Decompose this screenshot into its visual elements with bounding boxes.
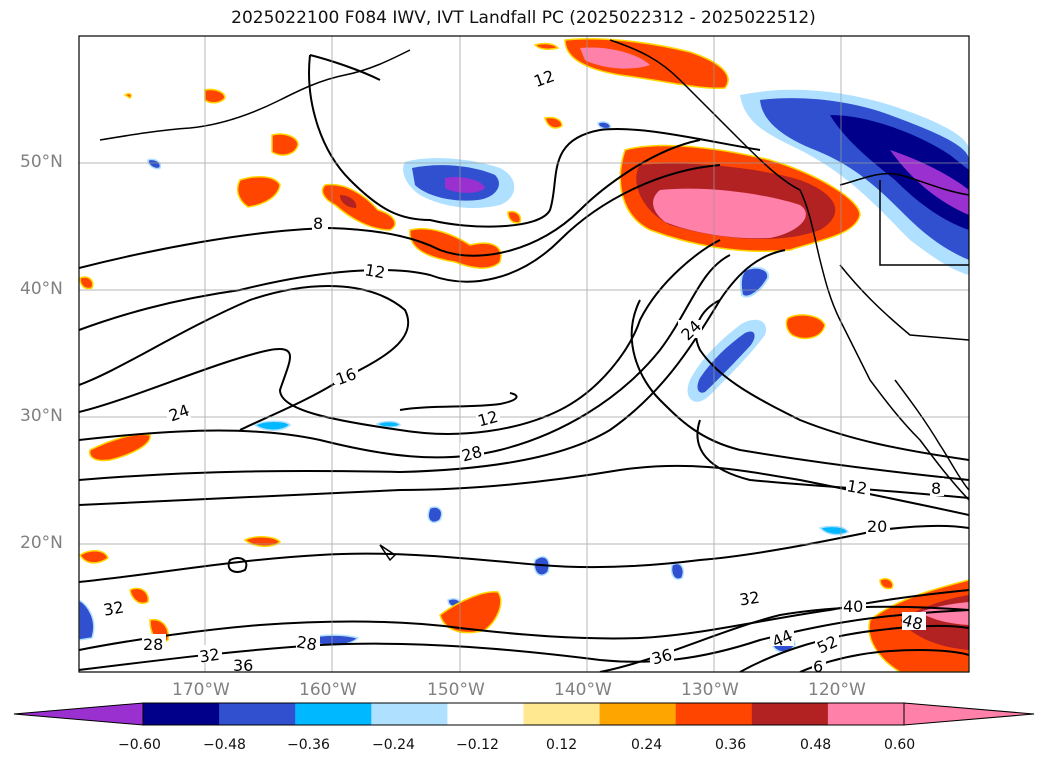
colorbar-tick-label: −0.12	[456, 737, 499, 753]
colorbar-tick-label: 0.60	[884, 737, 916, 753]
contour-label: 32	[102, 597, 125, 619]
lon-label: 160°W	[299, 680, 357, 700]
contour-label: 48	[900, 610, 925, 634]
lon-label: 150°W	[427, 680, 485, 700]
contour-lines	[79, 54, 969, 672]
colorbar-cell	[371, 703, 448, 725]
colorbar-extend-max	[903, 702, 1035, 726]
colorbar-cell	[751, 703, 829, 725]
contour-label: 28	[295, 632, 318, 654]
colorbar-cell	[143, 703, 220, 725]
lon-label: 170°W	[172, 680, 230, 700]
colorbar	[13, 702, 1035, 726]
contour-label: 36	[650, 645, 675, 669]
colorbar-tick-label: 0.48	[800, 737, 832, 753]
colorbar-cell	[675, 703, 753, 725]
contour-label: 20	[867, 517, 887, 536]
contour-label: 32	[738, 588, 761, 610]
lon-label: 130°W	[681, 680, 739, 700]
colorbar-cell	[599, 703, 677, 725]
lat-label: 50°N	[20, 152, 63, 172]
coastlines	[99, 39, 969, 562]
colorbar-tick-label: −0.36	[287, 737, 330, 753]
figure-title: 2025022100 F084 IWV, IVT Landfall PC (20…	[231, 8, 816, 28]
contour-label: 40	[843, 597, 863, 616]
colorbar-cell	[523, 703, 601, 725]
colorbar-cell	[827, 703, 905, 725]
colorbar-cell	[219, 703, 296, 725]
colorbar-tick-label: 0.24	[631, 737, 663, 753]
colorbar-cell	[295, 703, 372, 725]
lon-label: 140°W	[554, 680, 612, 700]
lat-label: 30°N	[20, 406, 63, 426]
colorbar-tick-label: −0.48	[203, 737, 246, 753]
colorbar-tick-label: 0.12	[546, 737, 578, 753]
contour-label: 28	[460, 442, 485, 466]
colorbar-tick-label: −0.60	[118, 737, 161, 753]
contour-label: 32	[198, 645, 221, 667]
lat-label: 20°N	[20, 533, 63, 553]
plot-frame	[78, 35, 970, 673]
contour-label: 36	[233, 656, 253, 675]
contour-label: 8	[931, 479, 941, 498]
colorbar-extend-min	[13, 702, 144, 726]
colorbar-outline	[142, 702, 905, 726]
gridlines	[79, 36, 969, 672]
contour-label: 12	[476, 407, 501, 431]
contour-label: 12	[845, 476, 868, 498]
lat-label: 40°N	[20, 279, 63, 299]
contour-label: 6	[813, 657, 823, 676]
colorbar-tick-label: 0.36	[715, 737, 747, 753]
contour-label: 28	[143, 635, 163, 654]
colorbar-cell	[447, 703, 524, 725]
lon-label: 120°W	[808, 680, 866, 700]
contour-label: 12	[363, 260, 386, 282]
colorbar-tick-label: −0.24	[372, 737, 415, 753]
contour-label: 8	[313, 214, 323, 233]
